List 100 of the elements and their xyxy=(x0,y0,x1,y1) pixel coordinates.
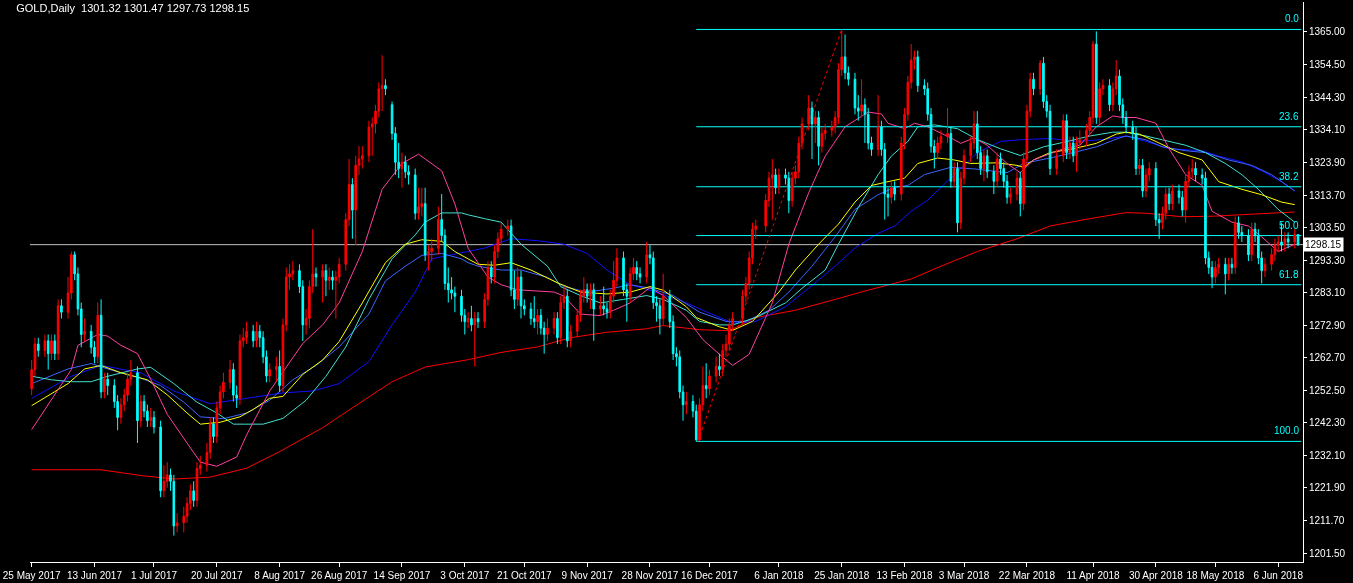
y-tick-label: 1201.50 xyxy=(1309,547,1346,559)
candlestick xyxy=(1250,222,1254,262)
x-tick-label: 16 Dec 2017 xyxy=(681,570,739,581)
candlestick xyxy=(367,120,371,163)
x-tick-label: 13 Jun 2017 xyxy=(66,570,123,581)
candlestick xyxy=(212,416,215,444)
candlestick xyxy=(1009,187,1012,205)
x-tick-label: 6 Jun 2018 xyxy=(1253,570,1304,581)
annotation: 61.8 xyxy=(1279,269,1299,280)
candlestick xyxy=(384,78,387,96)
candlestick xyxy=(519,270,523,320)
y-tick-label: 1365.00 xyxy=(1309,25,1346,37)
candlestick xyxy=(777,168,781,195)
y-tick-label: 1323.90 xyxy=(1309,157,1346,168)
candlestick xyxy=(708,369,711,396)
y-tick-label: 1313.70 xyxy=(1309,189,1346,201)
candlestick xyxy=(136,365,139,444)
candlestick xyxy=(1038,59,1042,96)
candlestick xyxy=(152,410,156,434)
candlestick xyxy=(1138,158,1141,176)
x-tick-label: 21 Oct 2017 xyxy=(497,570,552,581)
candlestick xyxy=(1015,171,1019,201)
y-tick-label: 1334.10 xyxy=(1309,124,1346,136)
y-tick-label: 1221.90 xyxy=(1309,482,1346,494)
candlestick xyxy=(314,266,318,288)
candlestick xyxy=(1098,81,1101,125)
candlestick xyxy=(423,187,427,262)
candlestick xyxy=(685,391,688,415)
candlestick xyxy=(466,311,470,329)
candlestick xyxy=(1171,184,1174,211)
candlestick xyxy=(139,394,143,428)
candlestick xyxy=(470,305,473,332)
candlestick xyxy=(50,333,53,361)
annotation: 38.2 xyxy=(1279,171,1299,182)
x-tick-label: 8 Aug 2017 xyxy=(254,570,306,581)
candlestick xyxy=(813,110,817,144)
candlestick xyxy=(552,311,556,335)
candlestick xyxy=(771,158,774,221)
candlestick xyxy=(83,318,86,342)
candlestick xyxy=(592,282,596,342)
candlestick xyxy=(635,260,639,281)
candlestick xyxy=(321,263,324,304)
candlestick xyxy=(60,298,63,320)
candlestick xyxy=(251,324,255,348)
candlestick xyxy=(820,126,824,154)
x-tick-label: 20 Jul 2017 xyxy=(190,570,244,581)
candlestick xyxy=(56,298,60,361)
x-tick-label: 30 Apr 2018 xyxy=(1128,570,1184,581)
candlestick xyxy=(36,337,40,358)
candlestick xyxy=(1293,228,1297,249)
candlestick xyxy=(43,333,47,358)
candlestick xyxy=(1071,136,1075,163)
candlestick xyxy=(324,263,328,297)
chart-title: GOLD,Daily 1301.32 1301.47 1297.73 1298.15 xyxy=(16,2,250,15)
candlestick xyxy=(175,512,179,533)
candlestick xyxy=(506,219,510,237)
x-tick-label: 28 Nov 2017 xyxy=(621,570,679,581)
candlestick xyxy=(556,311,559,345)
candlestick xyxy=(1068,136,1072,160)
y-tick-label: 1354.50 xyxy=(1309,59,1346,71)
candlestick xyxy=(661,273,665,326)
candlestick xyxy=(228,359,232,390)
x-tick-label: 18 May 2018 xyxy=(1186,570,1245,581)
candlestick xyxy=(1061,113,1065,163)
candlestick xyxy=(916,50,920,93)
candlestick xyxy=(417,187,420,221)
y-tick-label: 1252.50 xyxy=(1309,384,1346,396)
candlestick xyxy=(489,260,493,284)
candlestick xyxy=(589,282,592,310)
candlestick xyxy=(278,349,281,393)
x-tick-label: 6 Jan 2018 xyxy=(754,570,805,581)
y-tick-label: 1232.10 xyxy=(1309,449,1346,461)
candlestick xyxy=(718,353,721,377)
candlestick xyxy=(714,356,718,383)
x-tick-label: 26 Aug 2017 xyxy=(311,570,368,581)
candlestick xyxy=(149,407,152,428)
candlestick xyxy=(275,356,278,383)
candlestick xyxy=(1283,231,1287,253)
candlestick xyxy=(658,298,662,335)
y-tick-label: 1283.10 xyxy=(1309,287,1346,299)
x-tick-label: 3 Oct 2017 xyxy=(440,570,490,581)
candlestick xyxy=(995,152,999,189)
candlestick xyxy=(569,324,572,348)
y-tick-label: 1344.30 xyxy=(1309,91,1346,103)
candlestick xyxy=(546,318,549,342)
candlestick xyxy=(245,321,248,345)
candlestick xyxy=(890,180,893,205)
y-tick-label: 1211.70 xyxy=(1309,515,1345,527)
x-tick-label: 9 Nov 2017 xyxy=(561,570,614,581)
x-tick-label: 14 Sep 2017 xyxy=(373,570,431,581)
candlestick xyxy=(46,333,50,371)
candlestick xyxy=(1233,215,1237,275)
y-tick-label: 1303.50 xyxy=(1309,222,1346,234)
candlestick xyxy=(516,266,520,307)
candlestick xyxy=(255,321,258,348)
candlestick xyxy=(476,311,480,329)
candlestick xyxy=(1263,257,1267,278)
candlestick xyxy=(413,168,417,221)
candlestick xyxy=(946,107,949,144)
annotation: 100.0 xyxy=(1274,425,1300,436)
